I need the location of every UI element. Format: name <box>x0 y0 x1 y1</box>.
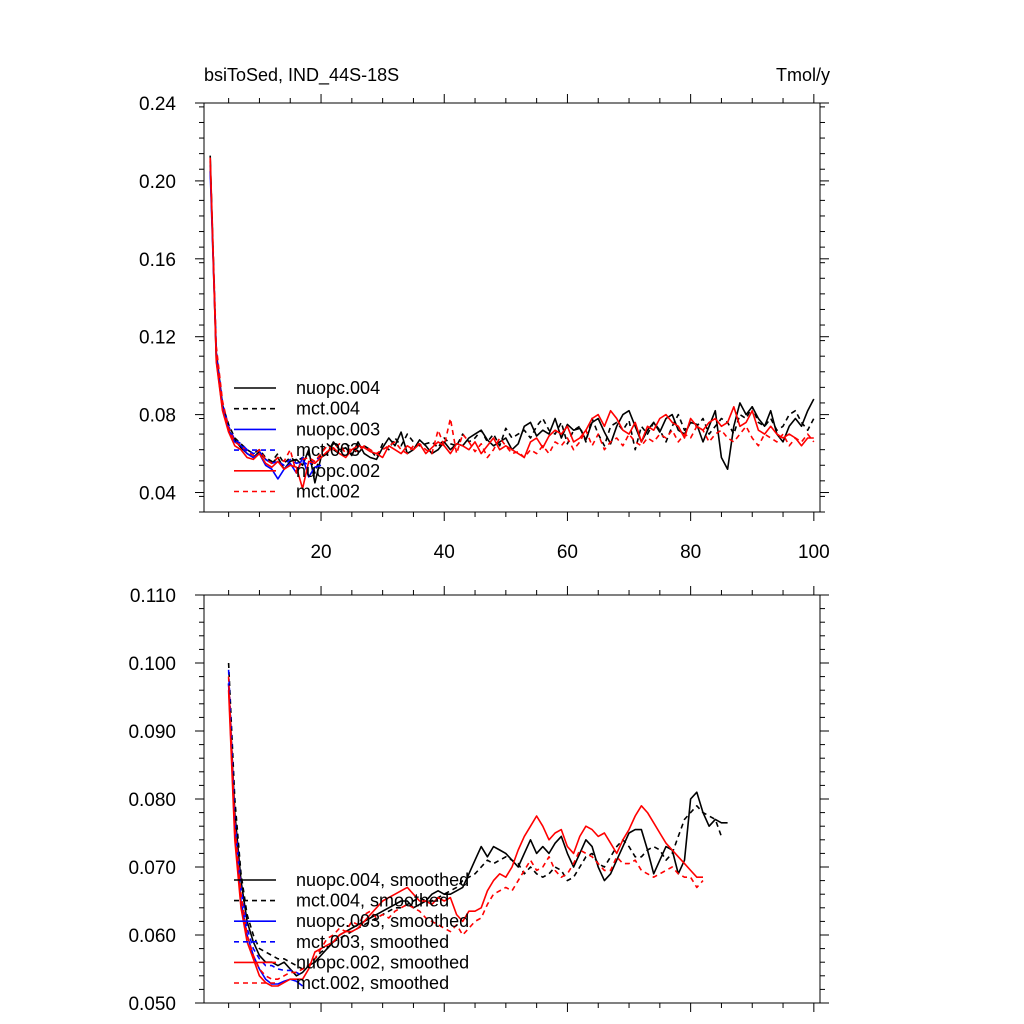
legend-label: mct.004, smoothed <box>296 891 449 911</box>
y-tick-label: 0.090 <box>128 722 176 743</box>
legend-label: nuopc.004 <box>296 378 380 398</box>
y-tick-label: 0.04 <box>139 484 176 505</box>
series-line-mct-003-smoothed <box>227 669 303 977</box>
legend-label: mct.003, smoothed <box>296 932 449 952</box>
series-line-mct-002-smoothed <box>227 676 704 981</box>
legend-label: nuopc.004, smoothed <box>296 870 469 890</box>
legend-label: mct.003 <box>296 440 360 460</box>
series-line-mct-003 <box>209 165 322 467</box>
y-tick-label: 0.110 <box>130 586 176 607</box>
y-tick-label: 0.12 <box>139 328 176 349</box>
chart-title: bsiToSed, IND_44S-18S <box>204 65 399 86</box>
x-tick-label: 60 <box>557 542 578 563</box>
series-line-nuopc-002 <box>209 159 814 490</box>
y-tick-label: 0.24 <box>139 94 176 115</box>
legend-label: nuopc.002 <box>296 461 380 481</box>
series-line-mct-004-smoothed <box>227 662 723 970</box>
series-line-nuopc-003-smoothed <box>227 683 304 987</box>
plot-frame <box>203 102 821 513</box>
series-line-nuopc-004-smoothed <box>227 683 728 977</box>
series-line-nuopc-002-smoothed <box>227 690 703 987</box>
legend-label: nuopc.002, smoothed <box>296 952 469 972</box>
y-tick-label: 0.070 <box>128 858 176 879</box>
legend-label: nuopc.003, smoothed <box>296 911 469 931</box>
units-label: Tmol/y <box>776 65 830 85</box>
legend-label: nuopc.003 <box>296 419 380 439</box>
y-tick-label: 0.16 <box>139 250 176 271</box>
x-tick-label: 100 <box>798 542 830 563</box>
legend-label: mct.004 <box>296 399 360 419</box>
panel-raw: bsiToSed, IND_44S-18S Tmol/y 0.04 0.08 0.1… <box>139 65 830 563</box>
legend-label: mct.002 <box>296 482 360 502</box>
legend-label: mct.002, smoothed <box>296 973 449 993</box>
y-tick-label: 0.08 <box>139 406 176 427</box>
series-line-mct-002 <box>209 157 815 474</box>
x-tick-label: 20 <box>310 542 331 563</box>
y-tick-label: 0.100 <box>128 654 176 675</box>
panel-smoothed: 0.050 0.060 0.070 0.080 0.090 0.100 0.110 nuopc… <box>128 586 829 1015</box>
y-tick-label: 0.20 <box>139 172 176 193</box>
y-tick-label: 0.080 <box>128 790 176 811</box>
y-tick-label: 0.060 <box>128 926 176 947</box>
y-tick-label: 0.050 <box>128 994 176 1015</box>
x-tick-label: 80 <box>680 542 701 563</box>
x-tick-label: 40 <box>434 542 455 563</box>
